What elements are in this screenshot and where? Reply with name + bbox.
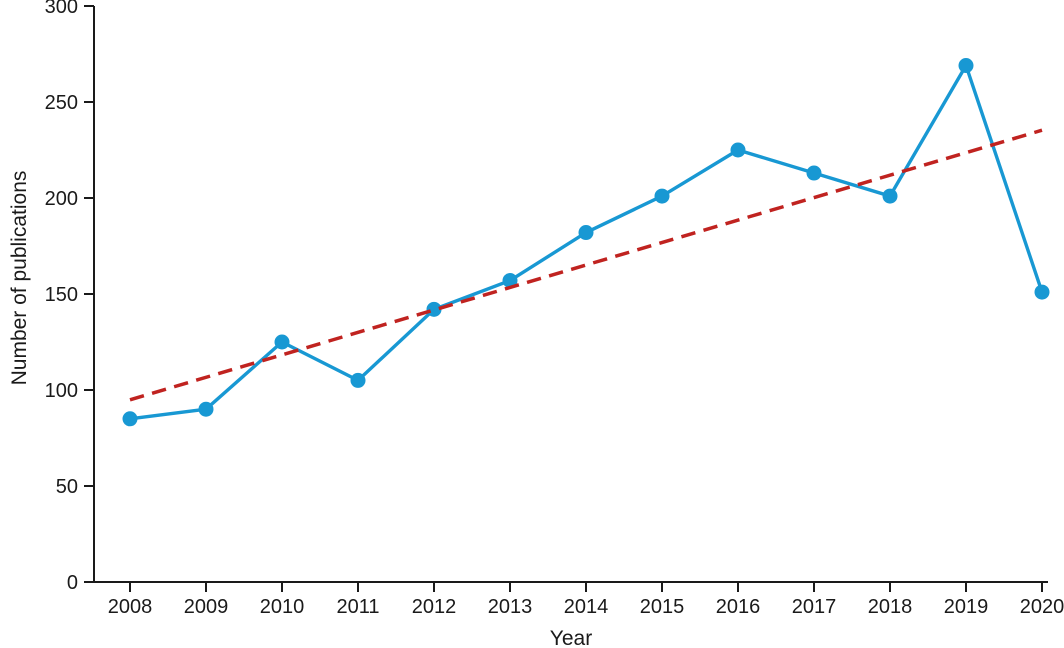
data-point-2008 — [122, 411, 138, 427]
data-point-2018 — [882, 188, 898, 204]
data-point-2015 — [654, 188, 670, 204]
x-tick-label: 2013 — [488, 596, 533, 618]
data-point-2013 — [502, 273, 518, 289]
y-tick-label: 200 — [45, 188, 78, 210]
x-tick-label: 2012 — [412, 596, 457, 618]
data-point-2011 — [350, 372, 366, 388]
plot-area: 0 50 100 150 200 250 300 2008 2009 2010 2011 2012 20… — [45, 0, 1064, 618]
trend-line — [129, 128, 1043, 402]
y-tick-label: 100 — [45, 380, 78, 402]
x-tick-label: 2017 — [792, 596, 837, 618]
y-tick-label: 300 — [45, 0, 78, 18]
y-axis-label: Number of publications — [8, 171, 31, 386]
x-tick-label: 2014 — [564, 596, 609, 618]
data-point-2017 — [806, 165, 822, 181]
x-tick-label: 2008 — [108, 596, 153, 618]
y-tick-label: 150 — [45, 284, 78, 306]
x-tick-label: 2016 — [716, 596, 761, 618]
y-tick-label: 0 — [67, 572, 78, 594]
x-tick-label: 2009 — [184, 596, 229, 618]
data-point-2016 — [730, 142, 746, 158]
data-point-2020 — [1034, 284, 1050, 300]
y-tick-label: 250 — [45, 92, 78, 114]
x-tick-label: 2018 — [868, 596, 913, 618]
data-point-2009 — [198, 401, 214, 417]
x-tick-label: 2010 — [260, 596, 305, 618]
x-tick-label: 2020 — [1020, 596, 1064, 618]
x-tick-label: 2015 — [640, 596, 685, 618]
x-axis-label: Year — [550, 627, 592, 648]
y-tick-label: 50 — [56, 476, 78, 498]
x-tick-label: 2019 — [944, 596, 989, 618]
publications-line — [129, 63, 1044, 421]
data-point-2014 — [578, 225, 594, 241]
x-tick-label: 2011 — [336, 596, 379, 618]
data-point-2019 — [958, 58, 974, 74]
data-point-2012 — [426, 301, 442, 317]
data-point-2010 — [274, 334, 290, 350]
